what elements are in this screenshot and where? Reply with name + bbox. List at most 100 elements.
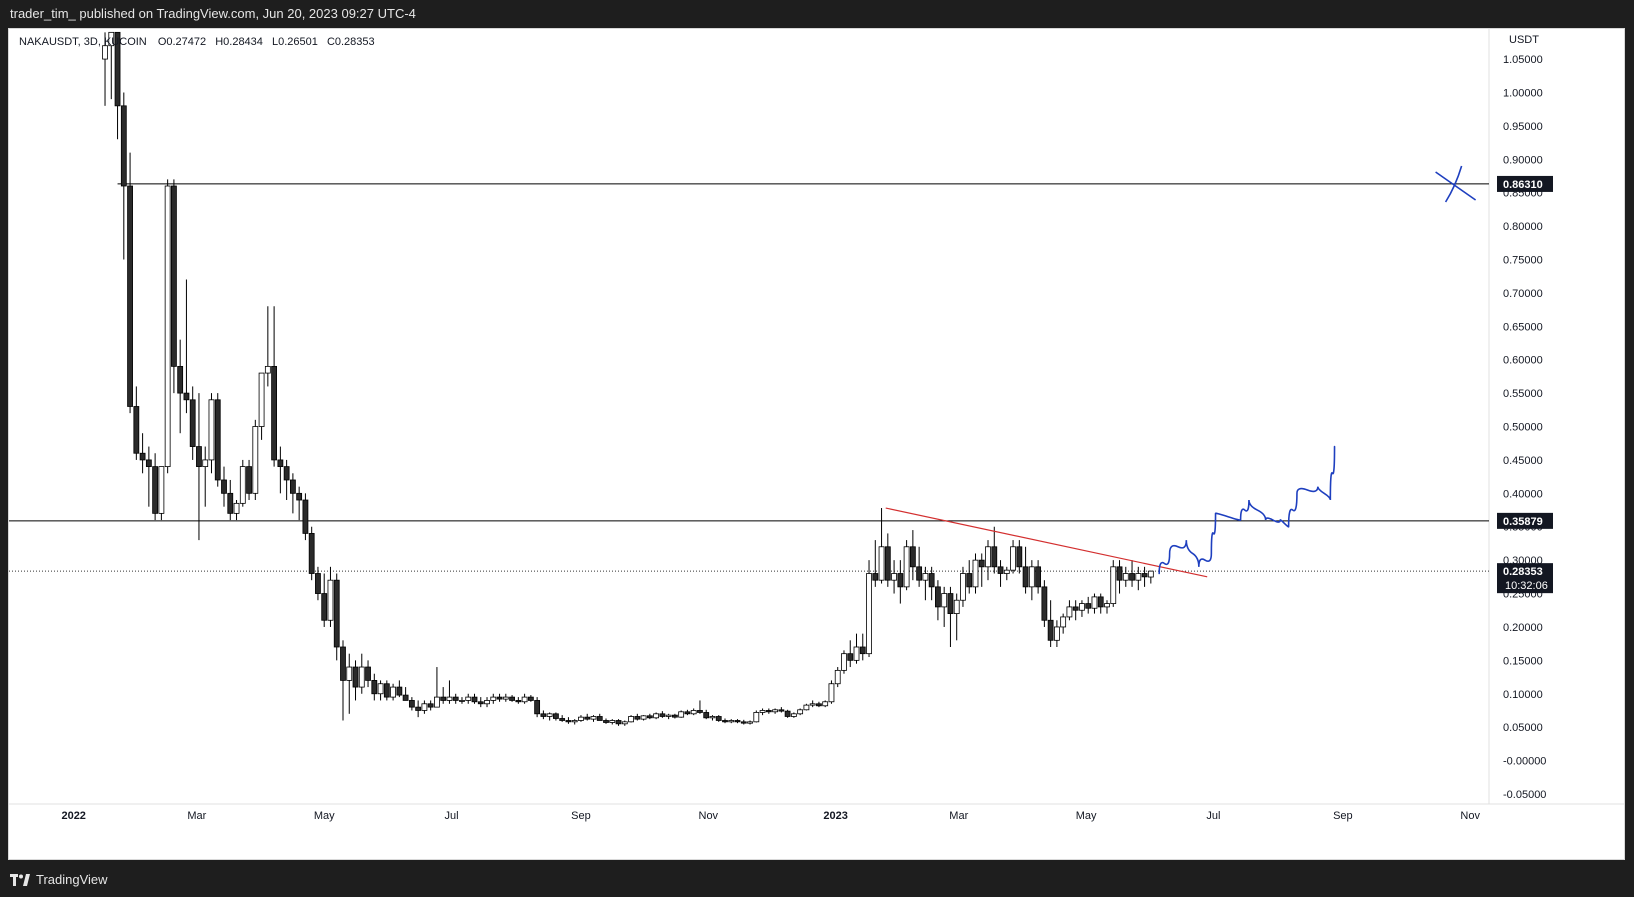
- candle-body: [596, 716, 603, 721]
- candle-body: [158, 466, 165, 514]
- candle-body: [333, 579, 340, 648]
- candle-body: [396, 686, 403, 696]
- candle-body: [114, 31, 121, 107]
- candle-body: [120, 105, 127, 187]
- x-mark-stroke[interactable]: [1444, 165, 1463, 203]
- candle: [1066, 600, 1073, 621]
- candle: [415, 700, 422, 718]
- candle: [841, 650, 847, 674]
- candle: [102, 32, 108, 106]
- candle: [665, 713, 672, 720]
- candle: [1097, 593, 1104, 614]
- time-tick-label: Jul: [445, 810, 459, 822]
- candle: [753, 710, 760, 723]
- candle-body: [484, 700, 490, 705]
- candle-body: [408, 700, 415, 708]
- hline-price-badge-bg: [1497, 512, 1553, 529]
- candlestick-chart[interactable]: USDT 1.050001.000000.950000.900000.85000…: [9, 29, 1624, 859]
- candle-body: [640, 715, 647, 720]
- candle: [759, 708, 766, 716]
- candle-body: [214, 399, 221, 481]
- price-axis[interactable]: USDT 1.050001.000000.950000.900000.85000…: [1503, 34, 1546, 801]
- candle-body: [1079, 603, 1085, 611]
- candle: [484, 697, 490, 708]
- tradingview-brand[interactable]: TradingView: [10, 872, 108, 887]
- candle-body: [177, 365, 184, 394]
- projection-drawing[interactable]: [1158, 445, 1336, 575]
- candle: [834, 667, 841, 688]
- candle: [196, 393, 202, 541]
- candle: [427, 700, 434, 711]
- horizontal-lines[interactable]: [9, 183, 1489, 572]
- candle-body: [690, 710, 697, 715]
- candle: [709, 715, 716, 721]
- descending-trendline[interactable]: [885, 507, 1208, 578]
- candle: [490, 693, 497, 704]
- candle-body: [722, 720, 728, 723]
- footer: TradingView: [0, 862, 1634, 897]
- chart-frame[interactable]: USDT 1.05000 1.00000 0.95000 0.90000 0.85000…: [8, 28, 1625, 860]
- candle-body: [972, 559, 979, 588]
- candle-body: [1066, 606, 1073, 618]
- candle: [264, 306, 271, 387]
- candle: [421, 700, 428, 714]
- candle-body: [903, 546, 910, 588]
- candle: [258, 372, 265, 440]
- candle: [1147, 570, 1154, 584]
- candle-body: [377, 683, 384, 695]
- price-tick-label: 1.00000: [1503, 87, 1543, 99]
- candle: [653, 712, 660, 720]
- candle: [221, 466, 227, 507]
- candle-body: [383, 683, 390, 698]
- countdown-label: 10:32:06: [1505, 580, 1548, 592]
- candle: [152, 453, 159, 521]
- candle: [847, 640, 854, 668]
- candle: [183, 279, 190, 414]
- candle: [352, 660, 359, 701]
- candle-body: [164, 185, 171, 468]
- candle: [772, 708, 778, 714]
- candle: [941, 586, 948, 627]
- price-tick-label: 0.60000: [1503, 355, 1543, 367]
- candle: [296, 486, 303, 521]
- candle: [139, 433, 146, 474]
- candle-body: [809, 703, 816, 706]
- candle: [546, 712, 553, 721]
- price-tick-label: 0.70000: [1503, 288, 1543, 300]
- candle: [684, 709, 691, 716]
- candle: [302, 493, 309, 541]
- drawings-layer[interactable]: [885, 165, 1477, 578]
- time-tick-label: 2022: [61, 810, 85, 822]
- candle: [333, 573, 340, 661]
- candle-body: [803, 704, 810, 711]
- candle-body: [628, 716, 634, 723]
- candle-body: [208, 399, 215, 461]
- candle-body: [615, 720, 622, 725]
- candle: [872, 540, 879, 587]
- candle: [1141, 566, 1148, 587]
- candle-body: [966, 573, 973, 588]
- candle: [628, 715, 634, 723]
- candle: [440, 687, 447, 704]
- candle-body: [665, 714, 672, 717]
- candle: [747, 720, 753, 725]
- candle-body: [985, 546, 991, 568]
- candle-body: [308, 533, 315, 574]
- candle-body: [171, 185, 177, 367]
- time-axis[interactable]: 2022 Mar May Jul Sep Nov 2023 Mar May Jul Sep Nov: [61, 810, 1480, 822]
- candle-body: [828, 683, 835, 703]
- candle-body: [584, 716, 591, 720]
- candle-body: [289, 479, 296, 494]
- candle: [891, 560, 897, 594]
- candle-body: [1147, 570, 1154, 578]
- candle: [816, 701, 822, 708]
- price-badges: 0.86310 0.35879 0.28353 10:32:06: [1497, 175, 1553, 594]
- candle: [408, 697, 415, 711]
- candle-body: [227, 492, 234, 514]
- candle-body: [1110, 566, 1117, 604]
- candle: [1104, 600, 1110, 614]
- candle-body: [991, 546, 998, 568]
- x-mark-stroke[interactable]: [1435, 171, 1477, 201]
- candle: [390, 683, 396, 701]
- tradingview-logo-icon: [10, 873, 30, 886]
